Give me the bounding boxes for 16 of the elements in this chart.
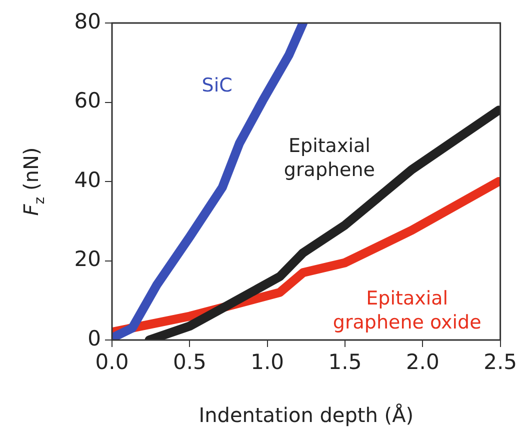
y-tick-label: 20 bbox=[74, 247, 101, 272]
series-label: Epitaxial graphene oxide bbox=[332, 287, 482, 334]
y-axis-title: Fz (nN) bbox=[19, 147, 48, 216]
y-tick-label: 60 bbox=[74, 88, 101, 113]
y-tick-label: 80 bbox=[74, 9, 101, 34]
x-tick-label: 0.5 bbox=[172, 350, 206, 374]
y-tick-label: 0 bbox=[88, 326, 101, 350]
series-label: Epitaxial graphene bbox=[284, 135, 375, 182]
x-tick-label: 2.0 bbox=[406, 350, 440, 374]
x-tick-label: 0.0 bbox=[95, 350, 129, 374]
x-tick-label: 2.5 bbox=[484, 350, 518, 374]
x-tick-label: 1.5 bbox=[328, 350, 362, 374]
x-tick-label: 1.0 bbox=[250, 350, 284, 374]
x-axis-title: Indentation depth (Å) bbox=[198, 403, 414, 427]
series-label: SiC bbox=[202, 74, 232, 96]
y-tick-label: 40 bbox=[74, 168, 101, 192]
